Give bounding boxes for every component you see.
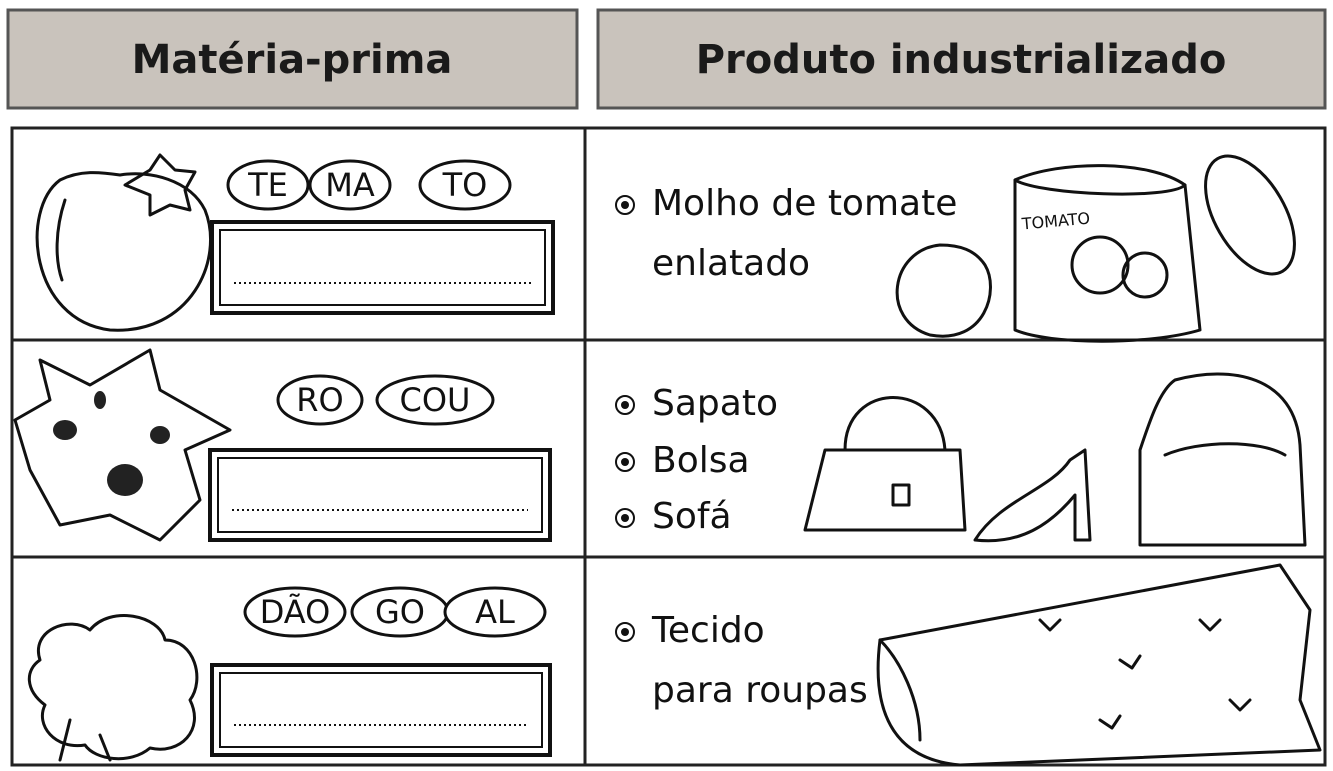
syllable: GO — [375, 593, 425, 631]
syllable: AL — [475, 593, 515, 631]
bullet — [621, 201, 629, 209]
answer-box — [210, 220, 555, 315]
syllable-oval — [418, 159, 512, 211]
answer-box — [210, 663, 552, 757]
bullet — [615, 508, 635, 528]
syllable: COU — [400, 381, 471, 419]
bullet — [621, 458, 629, 466]
product-text: Tecido — [651, 610, 765, 651]
syllable-oval — [226, 159, 310, 211]
tomato-drawing — [35, 153, 212, 332]
product-text: Bolsa — [652, 440, 750, 481]
syllable-oval — [276, 374, 364, 426]
table-border — [10, 126, 1327, 767]
product-text: Sapato — [652, 383, 778, 424]
product-text: enlatado — [652, 243, 810, 284]
product-text: para roupas — [652, 670, 868, 711]
syllable: MA — [325, 166, 375, 204]
syllable-oval — [308, 159, 392, 211]
header-right: Produto industrializado — [696, 37, 1227, 83]
syllable: TE — [247, 166, 288, 204]
product-text: Sofá — [652, 496, 732, 537]
bullet — [615, 622, 635, 642]
answer-box-inner — [219, 672, 543, 748]
bullet — [621, 514, 629, 522]
products-drawing — [803, 372, 1307, 547]
answer-box — [208, 448, 552, 542]
fabric-drawing — [876, 563, 1322, 767]
answer-box-inner — [219, 229, 546, 306]
bullet — [621, 401, 629, 409]
syllable-oval — [375, 374, 495, 426]
bullet — [615, 195, 635, 215]
syllable: DÃO — [260, 593, 331, 631]
syllable-oval — [443, 586, 547, 638]
leather-drawing — [13, 348, 232, 542]
bullet — [621, 628, 629, 636]
syllable: RO — [296, 381, 343, 419]
product-text: Molho de tomate — [652, 183, 957, 224]
can-label: TOMATO — [1020, 209, 1091, 234]
syllable-oval — [243, 586, 347, 638]
header-box — [596, 8, 1327, 110]
syllable: TO — [442, 166, 488, 204]
answer-box-inner — [217, 457, 543, 533]
bullet — [615, 452, 635, 472]
bullet — [615, 395, 635, 415]
cotton-drawing — [27, 614, 199, 762]
header-box — [6, 8, 579, 110]
header-left: Matéria-prima — [132, 37, 453, 83]
can-drawing — [895, 154, 1296, 343]
